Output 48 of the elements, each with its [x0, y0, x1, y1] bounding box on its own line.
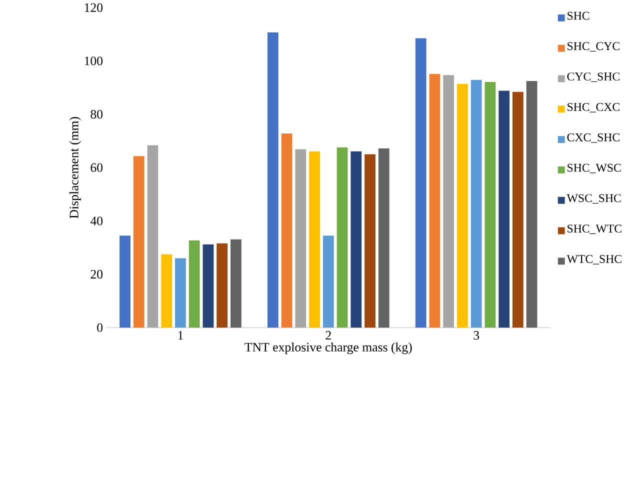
y-tick-label: 100: [84, 56, 103, 66]
bar: [188, 240, 200, 328]
bar: [281, 133, 292, 328]
bar: [216, 243, 228, 328]
x-axis-title: TNT explosive charge mass (kg): [244, 342, 412, 354]
y-tick-label: 40: [90, 216, 103, 226]
bar: [470, 80, 482, 328]
x-tick-label: 3: [474, 330, 480, 340]
bar: [230, 239, 242, 328]
y-axis-title: Displacement (mm): [69, 116, 81, 218]
x-tick-label: 1: [178, 330, 183, 340]
legend-label: SHC_CYC: [568, 42, 620, 52]
bar: [295, 149, 306, 328]
bar: [336, 147, 348, 328]
bar: [498, 90, 510, 328]
y-tick-label: 80: [90, 110, 103, 118]
bar: [202, 244, 214, 328]
y-tick-label: 0: [97, 323, 103, 332]
legend-label: SHC_WTC: [568, 224, 622, 234]
bar: [267, 32, 278, 328]
bar: [415, 38, 426, 328]
bar: [309, 151, 320, 328]
bar: [378, 148, 390, 328]
bar: [161, 254, 172, 328]
bar: [512, 92, 524, 328]
legend-label: CYC_SHC: [567, 72, 620, 82]
y-tick-label: 20: [90, 270, 103, 278]
bar: [443, 74, 454, 328]
legend-label: SHC_CXC: [568, 102, 620, 112]
bar: [175, 258, 186, 328]
y-tick-label: 60: [90, 163, 103, 172]
bar: [457, 84, 468, 328]
bar: [322, 235, 334, 328]
legend-label: WTC_SHC: [566, 254, 622, 264]
bar: [120, 235, 130, 328]
x-tick-label: 2: [326, 330, 331, 340]
legend-label: SHC_WSC: [568, 164, 621, 174]
legend-label: CXC_SHC: [567, 133, 620, 143]
bar: [133, 156, 144, 328]
bar: [429, 74, 440, 328]
bar: [484, 82, 496, 328]
bar: [147, 145, 158, 328]
y-tick-label: 120: [84, 3, 103, 12]
legend-label: SHC: [568, 12, 590, 20]
bar: [364, 154, 376, 328]
bar: [350, 151, 362, 328]
bar: [526, 80, 538, 328]
legend-label: WSC_SHC: [566, 194, 621, 204]
